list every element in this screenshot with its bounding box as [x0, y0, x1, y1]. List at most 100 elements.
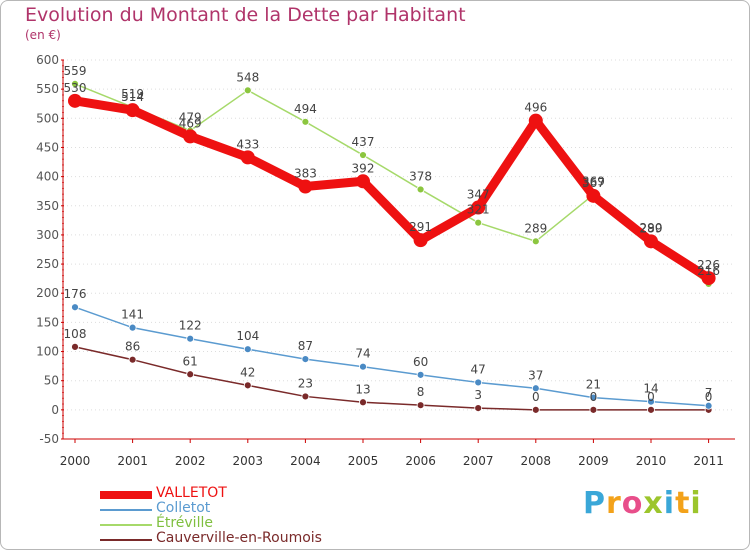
data-label: 289 [524, 221, 547, 235]
data-point [71, 80, 79, 88]
data-label: 367 [582, 176, 605, 190]
x-tick-label: 2010 [636, 454, 667, 468]
data-point [474, 218, 483, 227]
data-point [644, 234, 658, 249]
data-point [301, 355, 310, 364]
data-label: 47 [471, 362, 486, 376]
data-label: 469 [179, 116, 202, 130]
data-point [183, 129, 198, 144]
data-point [471, 200, 486, 215]
data-point [359, 398, 367, 407]
data-label: 216 [697, 264, 720, 278]
y-tick-label: 400 [36, 170, 59, 184]
data-point [186, 370, 195, 379]
data-point [240, 150, 255, 165]
data-point [704, 401, 713, 410]
data-point [701, 271, 716, 286]
data-point [474, 378, 483, 387]
series-line [74, 346, 709, 411]
data-label: 37 [528, 368, 543, 382]
y-tick-label: 100 [36, 345, 59, 359]
logo-letter: i [690, 486, 702, 521]
data-point [243, 381, 252, 390]
data-label: 13 [355, 382, 370, 396]
y-tick-label: 500 [36, 111, 59, 125]
data-label: 176 [64, 287, 87, 301]
data-label: 226 [697, 258, 720, 272]
y-tick-label: 450 [36, 140, 59, 154]
series-line [74, 96, 712, 282]
data-point [301, 117, 310, 126]
data-label: 369 [582, 175, 605, 189]
data-label: 291 [409, 220, 432, 234]
data-point [416, 401, 425, 410]
legend-swatch [100, 509, 152, 511]
y-tick-label: 300 [36, 228, 59, 242]
x-tick-label: 2004 [290, 454, 321, 468]
data-label: 347 [467, 188, 490, 202]
x-tick-label: 2009 [578, 454, 609, 468]
data-label: 60 [413, 355, 428, 369]
x-tick-label: 2006 [405, 454, 436, 468]
data-label: 7 [705, 386, 713, 400]
legend-swatch [100, 491, 152, 499]
data-point [474, 404, 483, 412]
y-tick-label: 150 [36, 315, 59, 329]
x-tick-label: 2000 [60, 454, 91, 468]
data-label: 141 [121, 308, 144, 322]
data-label: 519 [121, 87, 144, 101]
logo-letter: P [583, 486, 606, 521]
data-label: 392 [352, 161, 375, 175]
data-point [186, 334, 195, 343]
data-point [416, 370, 425, 379]
legend-swatch [100, 539, 152, 541]
data-label: 290 [640, 221, 663, 235]
logo-letter: r [606, 486, 622, 521]
y-tick-label: 200 [36, 286, 59, 300]
data-point [413, 233, 428, 248]
y-tick-label: 250 [36, 257, 59, 271]
data-point [243, 345, 252, 354]
x-tick-label: 2001 [117, 454, 148, 468]
data-point [128, 323, 137, 332]
data-label: 383 [294, 167, 317, 181]
data-point [359, 362, 367, 371]
data-label: 74 [355, 347, 370, 361]
legend-swatch [100, 524, 152, 526]
data-label: 530 [64, 81, 87, 95]
data-label: 21 [586, 378, 601, 392]
data-label: 86 [125, 340, 140, 354]
data-label: 122 [179, 319, 202, 333]
data-label: 42 [240, 365, 255, 379]
data-label: 496 [524, 101, 547, 115]
data-label: 321 [467, 203, 490, 217]
data-point [647, 397, 655, 406]
data-label: 494 [294, 102, 317, 116]
data-label: 433 [236, 137, 259, 151]
data-label: 61 [183, 354, 198, 368]
data-point [647, 405, 655, 414]
data-point [589, 393, 598, 402]
data-point [243, 86, 252, 95]
proxiti-logo: Proxiti [583, 486, 702, 521]
data-point [356, 174, 370, 189]
data-point [301, 392, 310, 401]
unit-subtitle: (en €) [25, 28, 61, 42]
data-point [531, 405, 540, 414]
data-point [128, 355, 137, 364]
logo-letter: o [621, 486, 644, 521]
data-label: 87 [298, 339, 313, 353]
series-line [74, 306, 709, 407]
y-tick-label: 0 [51, 403, 59, 417]
data-label: 14 [643, 382, 658, 396]
data-label: 3 [474, 388, 482, 402]
data-label: 479 [179, 111, 202, 125]
legend-label: Cauverville-en-Roumois [156, 530, 322, 546]
data-point [589, 405, 598, 414]
data-label: 514 [121, 90, 144, 104]
legend-label: Étréville [156, 515, 213, 531]
logo-letter: x [643, 486, 664, 521]
data-label: 108 [64, 327, 87, 341]
data-point [71, 342, 79, 351]
